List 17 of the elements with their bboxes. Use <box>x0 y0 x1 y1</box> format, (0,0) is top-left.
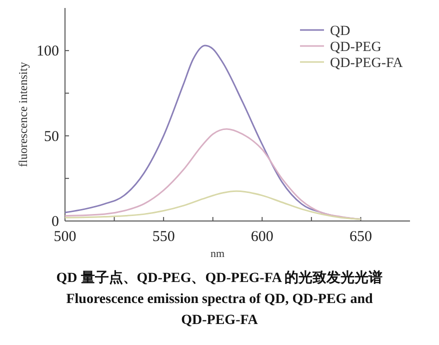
y-tick-label: 100 <box>36 44 59 60</box>
x-tick-label: 600 <box>250 229 274 245</box>
text: Fluorescence emission spectra of QD, QD-PEG and <box>66 292 373 307</box>
text: QD 量子点、QD-PEG、QD-PEG-FA 的光致发光光谱 <box>56 269 383 286</box>
x-tick-label: 500 <box>54 229 76 245</box>
x-axis-title: nm <box>210 248 225 260</box>
text: QD-PEG-FA <box>181 313 259 328</box>
x-tick-label: 650 <box>349 229 372 245</box>
y-tick-label: 0 <box>52 214 59 230</box>
legend-label: QD-PEG-FA <box>330 56 404 71</box>
y-tick-label: 50 <box>44 128 59 145</box>
legend-label: QD <box>330 24 350 39</box>
x-tick-label: 550 <box>152 229 175 245</box>
line-series <box>64 190 362 220</box>
y-axis-title: fluorescence intensity <box>16 62 30 167</box>
legend-label: QD-PEG <box>330 40 382 55</box>
line-series <box>64 128 362 220</box>
